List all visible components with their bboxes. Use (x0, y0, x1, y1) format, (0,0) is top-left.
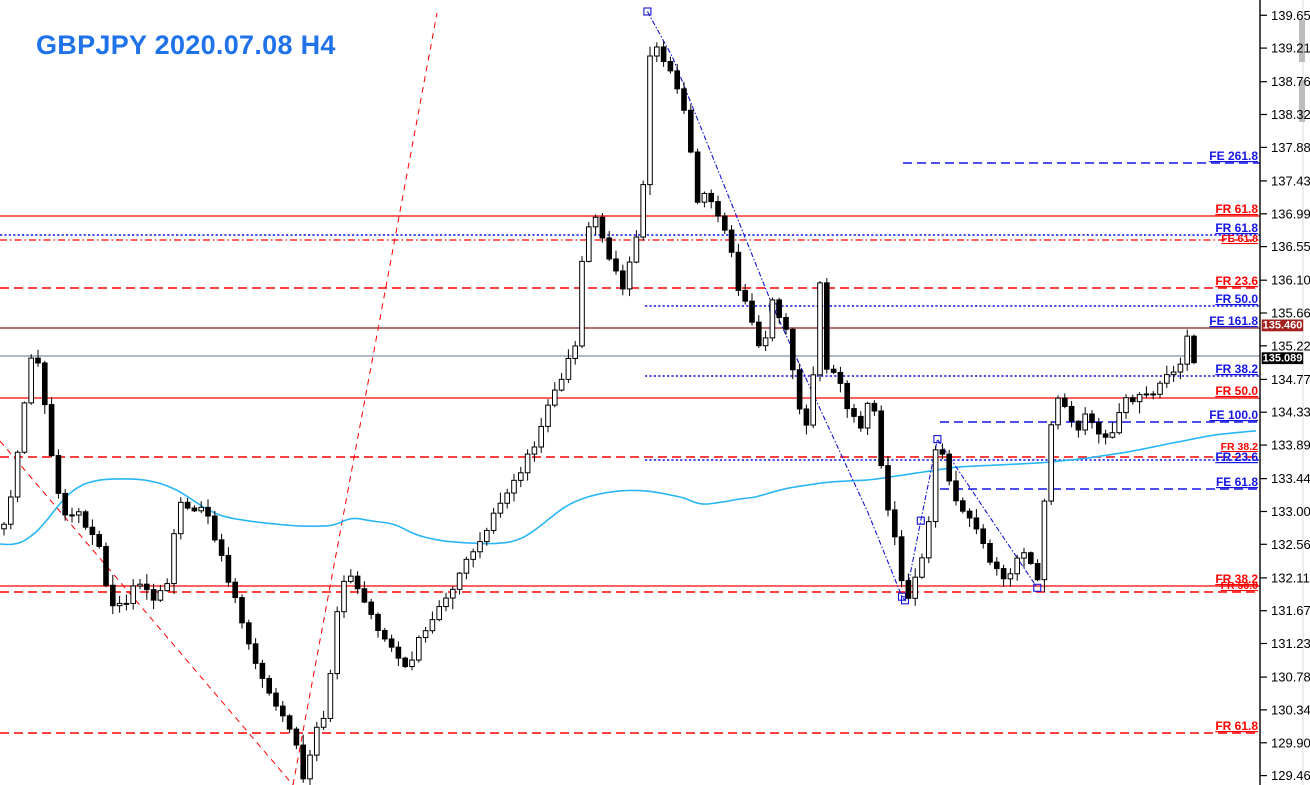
svg-text:130.780: 130.780 (1271, 670, 1310, 685)
svg-text:138.320: 138.320 (1271, 107, 1310, 122)
svg-text:134.770: 134.770 (1271, 372, 1310, 387)
svg-text:129.900: 129.900 (1271, 735, 1310, 750)
svg-text:135.660: 135.660 (1271, 306, 1310, 321)
svg-text:137.880: 137.880 (1271, 140, 1310, 155)
svg-text:FE 161.8: FE 161.8 (1209, 314, 1258, 328)
svg-text:FE 261.8: FE 261.8 (1209, 149, 1258, 163)
svg-text:133.000: 133.000 (1271, 504, 1310, 519)
svg-text:FR 50.0: FR 50.0 (1215, 292, 1258, 306)
svg-text:132.110: 132.110 (1271, 570, 1310, 585)
svg-text:136.990: 136.990 (1271, 206, 1310, 221)
svg-text:132.560: 132.560 (1271, 537, 1310, 552)
svg-text:133.890: 133.890 (1271, 438, 1310, 453)
svg-text:135.460: 135.460 (1263, 320, 1303, 332)
svg-text:135.220: 135.220 (1271, 338, 1310, 353)
svg-text:FR 23.6: FR 23.6 (1215, 274, 1258, 288)
svg-text:136.550: 136.550 (1271, 239, 1310, 254)
svg-text:129.460: 129.460 (1271, 768, 1310, 783)
svg-text:FE 61.8: FE 61.8 (1221, 233, 1258, 245)
svg-text:FR 61.8: FR 61.8 (1215, 202, 1258, 216)
svg-text:139.210: 139.210 (1271, 41, 1310, 56)
svg-text:139.650: 139.650 (1271, 8, 1310, 23)
svg-text:FR 50.0: FR 50.0 (1215, 384, 1258, 398)
svg-text:131.670: 131.670 (1271, 603, 1310, 618)
svg-text:FE 100.0: FE 100.0 (1209, 408, 1258, 422)
svg-text:137.430: 137.430 (1271, 173, 1310, 188)
svg-text:FE 61.8: FE 61.8 (1216, 475, 1258, 489)
svg-text:FR 61.8: FR 61.8 (1215, 719, 1258, 733)
svg-text:131.230: 131.230 (1271, 636, 1310, 651)
svg-text:136.100: 136.100 (1271, 273, 1310, 288)
svg-text:FR 38.2: FR 38.2 (1215, 362, 1258, 376)
svg-text:130.340: 130.340 (1271, 702, 1310, 717)
svg-text:135.089: 135.089 (1263, 352, 1303, 364)
svg-text:138.760: 138.760 (1271, 74, 1310, 89)
svg-text:FR 50.0: FR 50.0 (1221, 580, 1259, 592)
svg-text:134.330: 134.330 (1271, 405, 1310, 420)
svg-text:FR 23.6: FR 23.6 (1215, 450, 1258, 464)
svg-text:133.440: 133.440 (1271, 471, 1310, 486)
